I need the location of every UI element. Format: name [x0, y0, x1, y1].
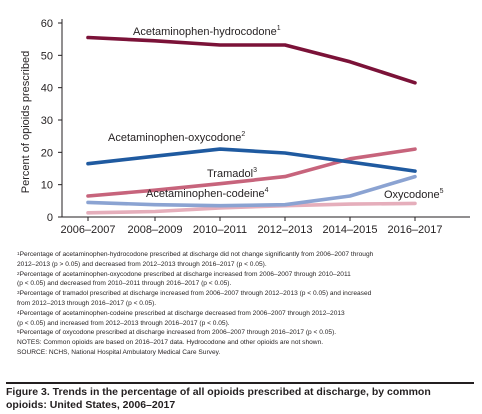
footnote-line: 1Percentage of acetaminophen-hydrocodone… [17, 250, 472, 260]
footnote-line: (p < 0.05) and decreased from 2010–2011 … [17, 279, 472, 289]
series-line-1 [86, 35, 417, 85]
footnote-line: from 2012–2013 through 2016–2017 (p < 0.… [17, 299, 472, 309]
series-label-2: Acetaminophen-oxycodone2 [108, 131, 245, 144]
x-tick-label: 2012–2013 [257, 224, 312, 236]
footnote-text: (p < 0.05) and increased from 2012–2013 … [17, 319, 230, 327]
series-label-3: Tramadol3 [207, 167, 257, 180]
y-tick-label: 30 [41, 115, 53, 127]
series-label-5: Oxycodone5 [384, 188, 444, 201]
footnote-marker: 3 [17, 290, 20, 296]
y-tick-label: 40 [41, 83, 53, 95]
footnote-marker: 2 [17, 270, 20, 276]
footnote-marker: 5 [17, 329, 20, 335]
y-tick-label: 20 [41, 147, 53, 159]
y-tick-label: 0 [47, 212, 53, 224]
footnote-text: Percentage of acetaminophen-hydrocodone … [19, 251, 374, 258]
footnote-line: 2Percentage of acetaminophen-oxycodone p… [17, 270, 472, 280]
footnote-text: SOURCE: NCHS, National Hospital Ambulato… [17, 348, 221, 356]
footnote-text: 2012–2013 (p > 0.05) and decreased from … [17, 260, 267, 268]
caption-divider [6, 382, 474, 384]
y-axis-title: Percent of opioids prescribed [20, 51, 32, 193]
line-chart: 0 10 20 30 40 50 60 2006–2007 2008–2009 2010–2011… [20, 18, 470, 236]
footnote-line: 2012–2013 (p > 0.05) and decreased from … [17, 260, 472, 270]
footnote-line: 5Percentage of oxycodone prescribed at d… [17, 328, 472, 338]
y-tick-label: 60 [41, 18, 53, 30]
footnote-text: Percentage of acetaminophen-codeine pres… [19, 309, 345, 317]
x-tick-label: 2006–2007 [60, 224, 115, 236]
footnote-text: NOTES: Common opioids are based on 2016–… [17, 339, 324, 347]
footnote-text: Percentage of tramadol prescribed at dis… [19, 290, 372, 298]
footnote-text: (p < 0.05) and decreased from 2010–2011 … [17, 280, 232, 288]
footnote-text: Percentage of acetaminophen-oxycodone pr… [19, 270, 351, 278]
footnote-line: 4Percentage of acetaminophen-codeine pre… [17, 309, 472, 319]
series-label-1: Acetaminophen-hydrocodone1 [133, 25, 281, 38]
footnote-line: (p < 0.05) and increased from 2012–2013 … [17, 319, 472, 329]
y-tick-label: 10 [41, 180, 53, 192]
x-tick-label: 2010–2011 [193, 224, 247, 236]
footnote-text: Percentage of oxycodone prescribed at di… [19, 329, 337, 337]
series-line-3 [86, 147, 417, 198]
footnote-text: from 2012–2013 through 2016–2017 (p < 0.… [17, 299, 157, 307]
footnote-marker: 1 [17, 251, 20, 256]
footnotes: 1Percentage of acetaminophen-hydrocodone… [17, 250, 472, 358]
series-line-2 [86, 147, 417, 173]
series-line-4 [86, 174, 417, 208]
footnote-line: SOURCE: NCHS, National Hospital Ambulato… [17, 348, 472, 358]
footnote-line: NOTES: Common opioids are based on 2016–… [17, 338, 472, 348]
y-tick-label: 50 [41, 50, 53, 62]
footnote-line: 3Percentage of tramadol prescribed at di… [17, 289, 472, 299]
x-tick-label: 2008–2009 [127, 224, 182, 236]
x-tick-label: 2014–2015 [322, 224, 377, 236]
figure-caption: Figure 3. Trends in the percentage of al… [6, 386, 431, 411]
footnote-marker: 4 [17, 309, 20, 315]
x-tick-label: 2016–2017 [387, 224, 442, 236]
series-label-4: Acetaminophen-codeine4 [146, 187, 269, 200]
